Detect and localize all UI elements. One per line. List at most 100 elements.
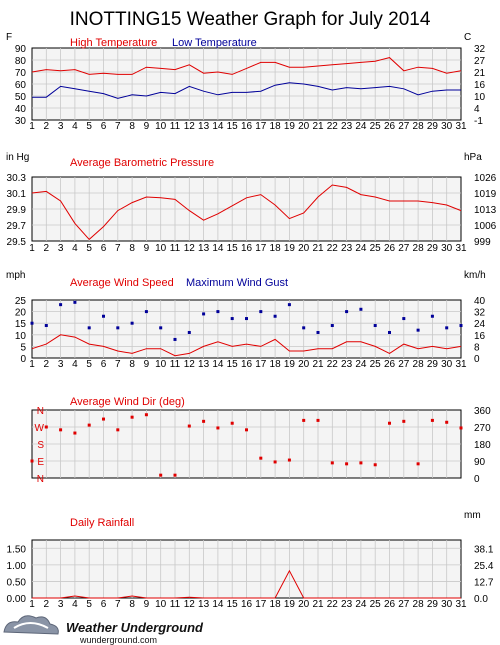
series-line	[31, 184, 462, 241]
x-tick-label: 25	[370, 359, 382, 370]
x-tick-label: 2	[44, 121, 50, 132]
y-tick-label: 40	[15, 104, 27, 115]
y-tick-label: N	[37, 406, 44, 417]
x-tick-label: 13	[198, 599, 210, 610]
x-tick-label: 14	[212, 121, 224, 132]
series-line	[31, 57, 462, 75]
x-tick-label: 12	[184, 243, 196, 254]
y-tick-label-right: 32	[474, 44, 486, 55]
data-point	[316, 418, 320, 422]
x-tick-label: 3	[58, 243, 64, 254]
x-tick-label: 12	[184, 599, 196, 610]
x-tick-label: 9	[144, 243, 150, 254]
data-point	[230, 317, 234, 321]
y-tick-label-right: 999	[474, 237, 491, 248]
data-point	[44, 324, 48, 328]
y-tick-label-right: 1006	[474, 221, 497, 232]
data-point	[202, 419, 206, 423]
y-tick-label: 30.3	[7, 173, 27, 184]
y-tick-label: 10	[15, 331, 27, 342]
x-tick-label: 1	[29, 599, 35, 610]
x-tick-label: 15	[227, 359, 239, 370]
y-tick-label-right: 24	[474, 319, 486, 330]
x-tick-label: 10	[155, 359, 167, 370]
left-unit-label: mph	[6, 270, 25, 281]
data-point	[59, 303, 63, 307]
y-tick-label: 1.00	[7, 561, 27, 572]
data-point	[416, 328, 420, 332]
x-tick-label: 29	[427, 121, 439, 132]
x-tick-label: 13	[198, 359, 210, 370]
data-point	[359, 307, 363, 311]
x-tick-label: 6	[101, 243, 107, 254]
data-point	[116, 428, 120, 432]
x-tick-label: 25	[370, 599, 382, 610]
x-tick-label: 30	[441, 359, 453, 370]
data-point	[130, 415, 134, 419]
x-tick-label: 18	[270, 599, 282, 610]
x-tick-label: 26	[384, 359, 396, 370]
y-tick-label: 90	[15, 44, 27, 55]
logo-site: wunderground.com	[79, 635, 157, 645]
y-tick-label-right: 27	[474, 56, 486, 67]
left-unit-label: in Hg	[6, 152, 29, 163]
x-tick-label: 8	[129, 121, 135, 132]
x-tick-label: 24	[355, 243, 367, 254]
data-point	[416, 462, 420, 466]
y-tick-label: 29.7	[7, 221, 27, 232]
x-tick-label: 6	[101, 359, 107, 370]
x-tick-label: 4	[72, 359, 78, 370]
data-point	[159, 326, 163, 330]
y-tick-label: 80	[15, 56, 27, 67]
x-tick-label: 31	[455, 121, 467, 132]
data-point	[230, 421, 234, 425]
x-tick-label: 5	[86, 121, 92, 132]
x-tick-label: 19	[284, 599, 296, 610]
y-tick-label: 15	[15, 319, 27, 330]
x-tick-label: 11	[170, 599, 181, 610]
x-tick-label: 3	[58, 599, 64, 610]
x-tick-label: 12	[184, 121, 196, 132]
x-tick-label: 24	[355, 359, 367, 370]
y-tick-label-right: 16	[474, 331, 486, 342]
y-tick-label-right: 21	[474, 68, 486, 79]
x-tick-label: 25	[370, 121, 382, 132]
data-point	[87, 326, 91, 330]
y-tick-label: 20	[15, 308, 27, 319]
data-point	[87, 423, 91, 427]
logo-brand: Weather Underground	[66, 620, 204, 635]
data-point	[330, 461, 334, 465]
x-tick-label: 7	[115, 599, 121, 610]
legend-entry: Daily Rainfall	[70, 517, 134, 529]
x-tick-label: 23	[341, 121, 353, 132]
x-tick-label: 5	[86, 359, 92, 370]
data-point	[245, 428, 248, 432]
legend-entry: Average Barometric Pressure	[70, 157, 214, 169]
data-point	[330, 324, 334, 328]
x-tick-label: 10	[155, 599, 167, 610]
x-tick-label: 13	[198, 243, 210, 254]
x-tick-label: 16	[241, 243, 253, 254]
data-point	[359, 461, 363, 465]
data-point	[202, 312, 206, 316]
x-tick-label: 8	[129, 599, 135, 610]
y-tick-label: 30	[15, 116, 27, 127]
x-tick-label: 22	[327, 121, 339, 132]
x-tick-label: 29	[427, 599, 439, 610]
x-tick-label: 13	[198, 121, 210, 132]
x-tick-label: 25	[370, 243, 382, 254]
x-tick-label: 2	[44, 243, 50, 254]
x-tick-label: 17	[255, 121, 267, 132]
data-point	[44, 425, 48, 429]
x-tick-label: 28	[413, 121, 425, 132]
left-unit-label: F	[6, 32, 12, 43]
x-tick-label: 6	[101, 599, 107, 610]
y-tick-label-right: 25.4	[474, 561, 494, 572]
y-tick-label-right: 4	[474, 104, 480, 115]
data-point	[430, 314, 434, 318]
data-point	[302, 418, 306, 422]
x-tick-label: 30	[441, 243, 453, 254]
y-tick-label-right: 10	[474, 92, 486, 103]
x-tick-label: 28	[413, 243, 425, 254]
